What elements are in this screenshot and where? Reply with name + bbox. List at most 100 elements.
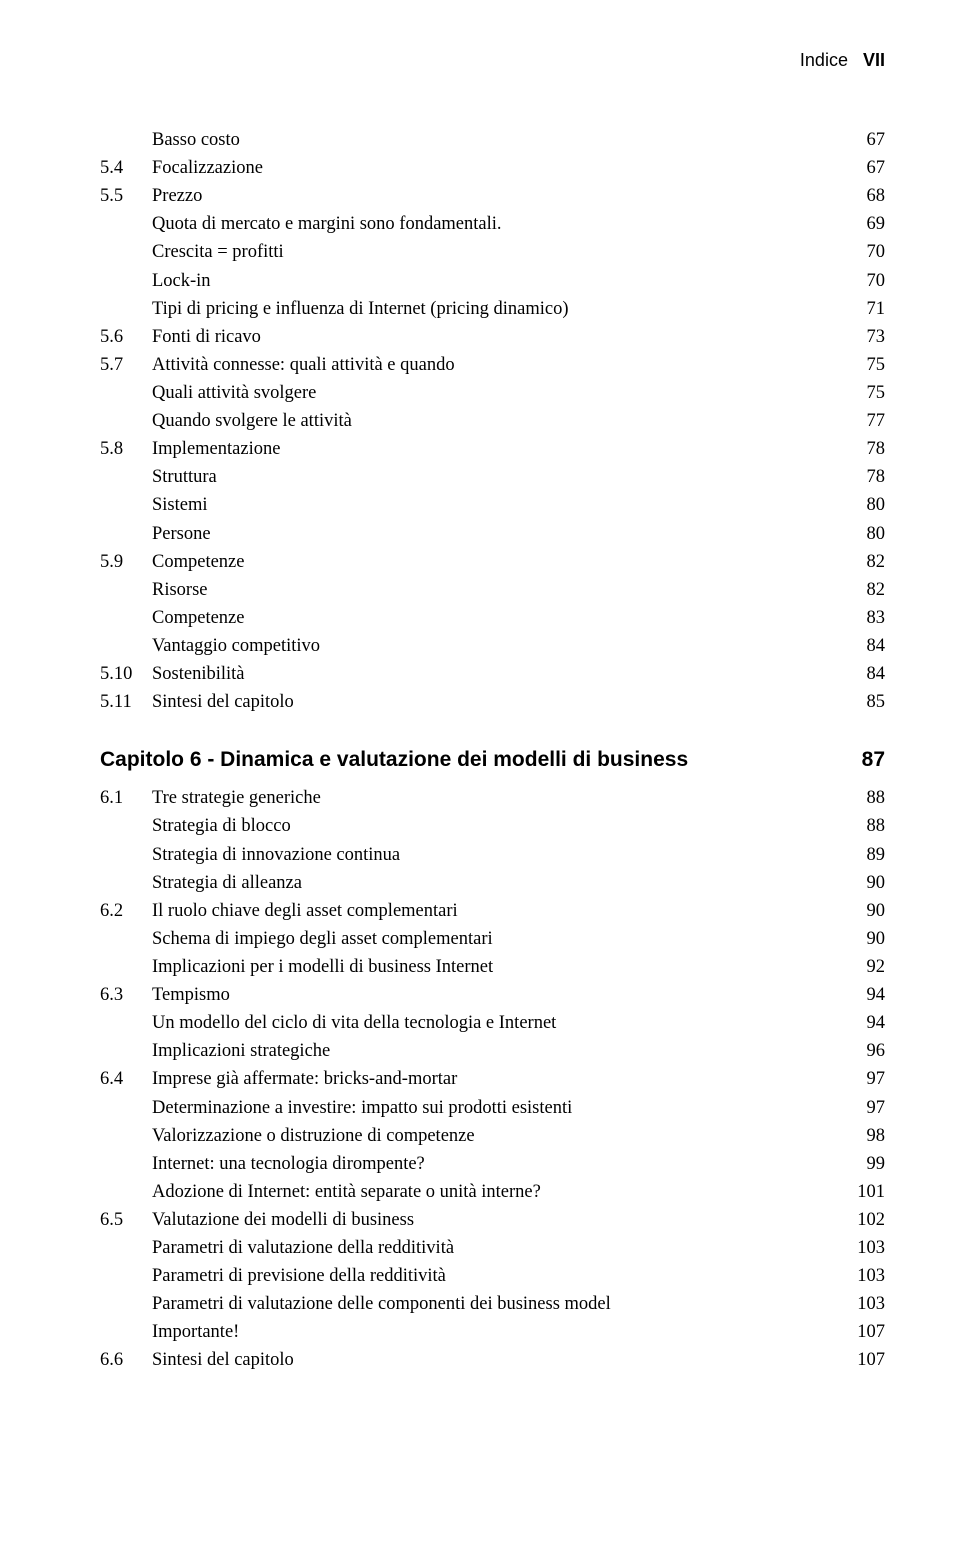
toc-page-number: 75 xyxy=(837,351,885,379)
toc-entry-number: 6.3 xyxy=(100,981,152,1009)
toc-page-number: 98 xyxy=(837,1122,885,1150)
toc-subentry-text: Un modello del ciclo di vita della tecno… xyxy=(152,1009,837,1037)
page-header: Indice VII xyxy=(100,50,885,71)
toc-entry-number: 6.6 xyxy=(100,1346,152,1374)
toc-subentry: Quali attività svolgere75 xyxy=(100,379,885,407)
toc-entry: 5.7Attività connesse: quali attività e q… xyxy=(100,351,885,379)
toc-page-number: 84 xyxy=(837,632,885,660)
toc-subentry-text: Internet: una tecnologia dirompente? xyxy=(152,1150,837,1178)
toc-entry: 6.2Il ruolo chiave degli asset complemen… xyxy=(100,897,885,925)
toc-subentry-text: Strategia di alleanza xyxy=(152,869,837,897)
toc-subentry-text: Basso costo xyxy=(152,126,837,154)
toc-entry-number: 5.7 xyxy=(100,351,152,379)
toc-subentry-text: Sistemi xyxy=(152,491,837,519)
toc-page-number: 71 xyxy=(837,295,885,323)
toc-page-number: 88 xyxy=(837,784,885,812)
toc-subentry: Importante!107 xyxy=(100,1318,885,1346)
toc-entry-text: Tempismo xyxy=(152,981,837,1009)
toc-block-chapter6: 6.1Tre strategie generiche88Strategia di… xyxy=(100,784,885,1374)
toc-page-number: 97 xyxy=(837,1065,885,1093)
toc-page-number: 67 xyxy=(837,126,885,154)
toc-entry: 5.6Fonti di ricavo73 xyxy=(100,323,885,351)
toc-subentry: Vantaggio competitivo84 xyxy=(100,632,885,660)
header-label: Indice xyxy=(800,50,848,70)
toc-subentry-text: Implicazioni strategiche xyxy=(152,1037,837,1065)
toc-subentry-text: Parametri di valutazione della redditivi… xyxy=(152,1234,837,1262)
chapter-6-title: Capitolo 6 - Dinamica e valutazione dei … xyxy=(100,748,837,772)
toc-subentry-text: Crescita = profitti xyxy=(152,238,837,266)
toc-entry-number: 6.4 xyxy=(100,1065,152,1093)
toc-entry: 5.10Sostenibilità84 xyxy=(100,660,885,688)
toc-subentry-text: Vantaggio competitivo xyxy=(152,632,837,660)
toc-page-number: 102 xyxy=(837,1206,885,1234)
toc-subentry: Schema di impiego degli asset complement… xyxy=(100,925,885,953)
toc-subentry-text: Quali attività svolgere xyxy=(152,379,837,407)
toc-page-number: 69 xyxy=(837,210,885,238)
toc-subentry: Struttura78 xyxy=(100,463,885,491)
toc-page-number: 80 xyxy=(837,491,885,519)
toc-subentry: Determinazione a investire: impatto sui … xyxy=(100,1094,885,1122)
toc-subentry-text: Valorizzazione o distruzione di competen… xyxy=(152,1122,837,1150)
toc-subentry-text: Parametri di previsione della redditivit… xyxy=(152,1262,837,1290)
toc-subentry-text: Schema di impiego degli asset complement… xyxy=(152,925,837,953)
toc-subentry-text: Strategia di innovazione continua xyxy=(152,841,837,869)
toc-subentry: Crescita = profitti70 xyxy=(100,238,885,266)
header-page-number: VII xyxy=(863,50,885,70)
toc-page-number: 84 xyxy=(837,660,885,688)
toc-page-number: 94 xyxy=(837,1009,885,1037)
toc-subentry: Lock-in70 xyxy=(100,267,885,295)
toc-page-number: 90 xyxy=(837,897,885,925)
toc-subentry-text: Tipi di pricing e influenza di Internet … xyxy=(152,295,837,323)
toc-subentry: Internet: una tecnologia dirompente?99 xyxy=(100,1150,885,1178)
toc-entry-number: 6.2 xyxy=(100,897,152,925)
toc-subentry: Sistemi80 xyxy=(100,491,885,519)
toc-page-number: 101 xyxy=(837,1178,885,1206)
toc-subentry: Adozione di Internet: entità separate o … xyxy=(100,1178,885,1206)
toc-page-number: 73 xyxy=(837,323,885,351)
toc-subentry-text: Quando svolgere le attività xyxy=(152,407,837,435)
toc-entry-number: 5.8 xyxy=(100,435,152,463)
toc-entry-text: Valutazione dei modelli di business xyxy=(152,1206,837,1234)
toc-entry-number: 5.5 xyxy=(100,182,152,210)
toc-page-number: 70 xyxy=(837,238,885,266)
toc-subentry: Tipi di pricing e influenza di Internet … xyxy=(100,295,885,323)
toc-page-number: 68 xyxy=(837,182,885,210)
toc-page-number: 90 xyxy=(837,925,885,953)
toc-page-number: 103 xyxy=(837,1234,885,1262)
toc-subentry: Implicazioni strategiche96 xyxy=(100,1037,885,1065)
chapter-6-heading: Capitolo 6 - Dinamica e valutazione dei … xyxy=(100,748,885,772)
toc-entry-text: Il ruolo chiave degli asset complementar… xyxy=(152,897,837,925)
toc-subentry-text: Quota di mercato e margini sono fondamen… xyxy=(152,210,837,238)
toc-entry-text: Sostenibilità xyxy=(152,660,837,688)
toc-entry-text: Sintesi del capitolo xyxy=(152,688,837,716)
toc-subentry-text: Parametri di valutazione delle component… xyxy=(152,1290,837,1318)
toc-subentry: Quando svolgere le attività77 xyxy=(100,407,885,435)
toc-subentry: Implicazioni per i modelli di business I… xyxy=(100,953,885,981)
toc-page-number: 97 xyxy=(837,1094,885,1122)
toc-entry: 5.9Competenze82 xyxy=(100,548,885,576)
toc-subentry-text: Risorse xyxy=(152,576,837,604)
toc-page-number: 80 xyxy=(837,520,885,548)
toc-subentry-text: Adozione di Internet: entità separate o … xyxy=(152,1178,837,1206)
toc-entry: 6.5Valutazione dei modelli di business10… xyxy=(100,1206,885,1234)
toc-entry-text: Sintesi del capitolo xyxy=(152,1346,837,1374)
toc-entry: 5.5Prezzo68 xyxy=(100,182,885,210)
toc-page-number: 78 xyxy=(837,463,885,491)
toc-entry: 6.6Sintesi del capitolo107 xyxy=(100,1346,885,1374)
toc-page-number: 89 xyxy=(837,841,885,869)
toc-entry-number: 6.5 xyxy=(100,1206,152,1234)
toc-page-number: 107 xyxy=(837,1318,885,1346)
toc-page-number: 92 xyxy=(837,953,885,981)
toc-block-chapter5: Basso costo675.4Focalizzazione675.5Prezz… xyxy=(100,126,885,716)
toc-entry-text: Attività connesse: quali attività e quan… xyxy=(152,351,837,379)
toc-entry: 5.4Focalizzazione67 xyxy=(100,154,885,182)
toc-entry-number: 5.4 xyxy=(100,154,152,182)
toc-subentry-text: Competenze xyxy=(152,604,837,632)
toc-page-number: 96 xyxy=(837,1037,885,1065)
toc-subentry: Risorse82 xyxy=(100,576,885,604)
toc-page-number: 99 xyxy=(837,1150,885,1178)
toc-page-number: 67 xyxy=(837,154,885,182)
toc-page-number: 82 xyxy=(837,548,885,576)
toc-entry: 6.3Tempismo94 xyxy=(100,981,885,1009)
toc-subentry: Strategia di innovazione continua89 xyxy=(100,841,885,869)
